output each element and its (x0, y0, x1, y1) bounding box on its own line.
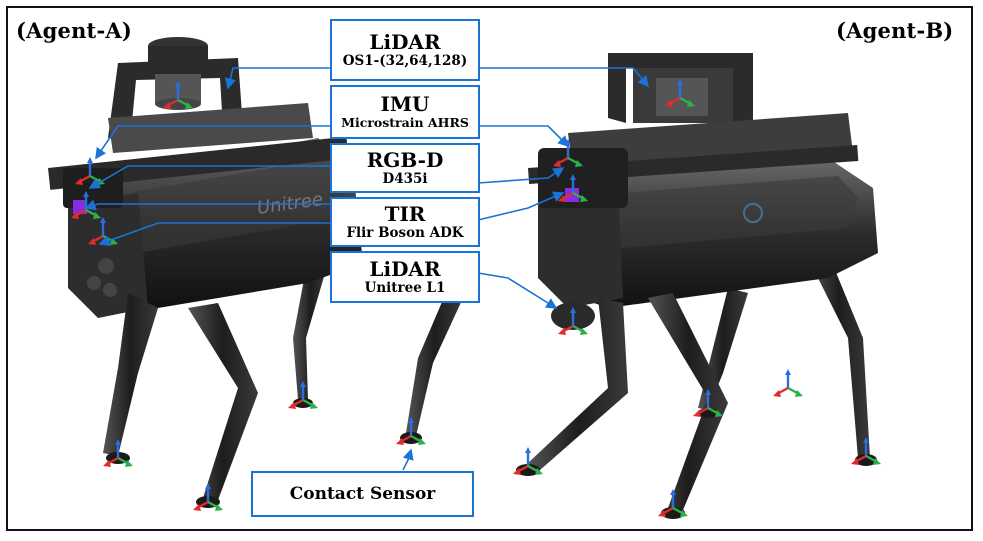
figure-frame: Unitree (6, 6, 973, 531)
callout-rgbd: RGB-D D435i (330, 143, 480, 193)
agent-a-robot: Unitree (48, 37, 463, 513)
callout-lidar-unitree: LiDAR Unitree L1 (330, 251, 480, 303)
callout-lidar-unitree-subtitle: Unitree L1 (364, 280, 446, 296)
callout-contact-sensor-title: Contact Sensor (289, 484, 436, 504)
callout-lidar-unitree-title: LiDAR (369, 257, 441, 281)
callout-tir-subtitle: Flir Boson ADK (346, 225, 464, 241)
callout-imu-title: IMU (380, 92, 430, 116)
leader-lines (84, 67, 650, 471)
callout-tir: TIR Flir Boson ADK (330, 197, 480, 247)
callout-rgbd-title: RGB-D (366, 148, 444, 172)
callout-lidar-ouster-title: LiDAR (369, 30, 441, 54)
callout-imu-subtitle: Microstrain AHRS (341, 115, 469, 130)
agent-a-label: (Agent-A) (16, 18, 132, 43)
robot-illustration: Unitree (48, 37, 883, 519)
callout-lidar-ouster: LiDAR OS1-(32,64,128) (330, 19, 480, 81)
callout-imu: IMU Microstrain AHRS (330, 85, 480, 139)
callout-tir-title: TIR (384, 202, 426, 226)
callout-contact-sensor: Contact Sensor (251, 471, 474, 517)
agent-b-label: (Agent-B) (836, 18, 954, 43)
callout-rgbd-subtitle: D435i (382, 171, 428, 187)
callout-lidar-ouster-subtitle: OS1-(32,64,128) (342, 53, 468, 69)
agent-b-robot (511, 53, 883, 519)
